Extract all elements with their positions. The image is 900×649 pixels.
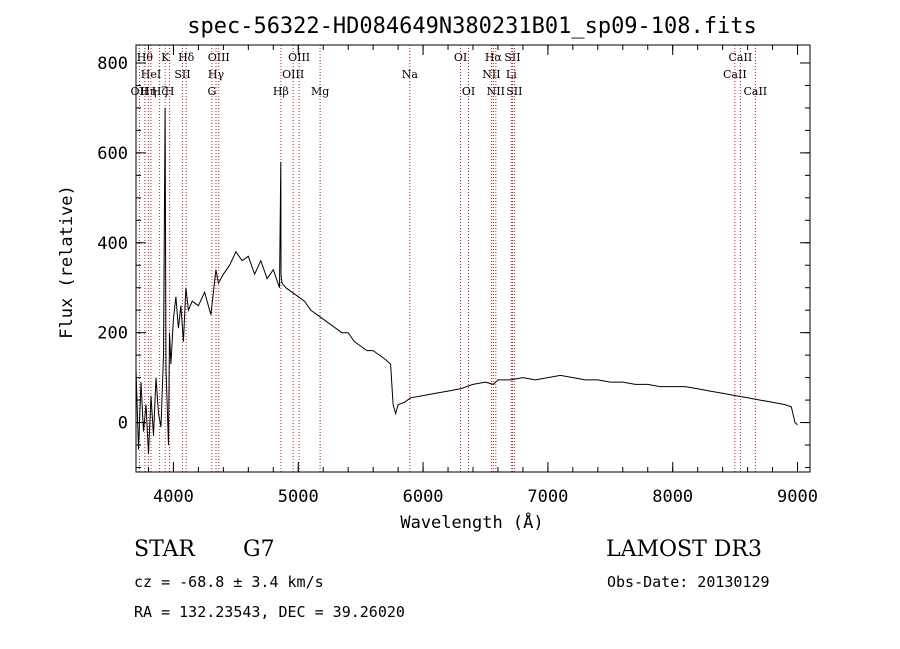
spectral-line-label: H <box>165 85 175 98</box>
spectral-line-label: NII <box>482 68 500 81</box>
spectral-line-label: NII <box>487 85 505 98</box>
y-tick-label: 200 <box>97 324 128 344</box>
y-tick-label: 800 <box>97 54 128 74</box>
y-tick-label: 400 <box>97 234 128 254</box>
spectral-line-label: Hθ <box>137 51 154 64</box>
spectral-line-label: G <box>207 85 216 98</box>
spectral-line-label: SII <box>174 68 190 81</box>
x-tick-label: 5000 <box>278 487 319 507</box>
spectral-line-label: Hβ <box>273 85 289 98</box>
spectral-lines: OII Hθ Hη HeI Hζ K H SII Hδ G Hγ OIII Hβ OIII OIII Mg Na… <box>131 45 767 472</box>
spectral-line-label: CaII <box>743 85 767 98</box>
chart-title: spec-56322-HD084649N380231B01_sp09-108.f… <box>187 14 757 39</box>
spectral-line-label: Hη <box>140 85 156 98</box>
spectral-line-label: SII <box>506 85 522 98</box>
x-tick-label: 6000 <box>403 487 444 507</box>
spectral-line-label: HeI <box>141 68 161 81</box>
spectral-line-label: K <box>161 51 170 64</box>
spectral-line-label: Hα <box>485 51 503 64</box>
spectral-line-label: Mg <box>311 85 329 98</box>
x-axis-label: Wavelength (Å) <box>400 511 543 533</box>
spectral-line-label: CaII <box>729 51 753 64</box>
spectral-line-label: Hγ <box>208 68 225 81</box>
survey-label: LAMOST DR3 <box>606 537 762 562</box>
spectral-line-label: Hδ <box>178 51 195 64</box>
spectral-line-label: SII <box>504 51 520 64</box>
y-axis-label: Flux (relative) <box>57 185 77 339</box>
spectral-line-label: OI <box>454 51 467 64</box>
spectrum-line <box>135 107 798 455</box>
spectral-line-label: Li <box>506 68 517 81</box>
x-tick-label: 4000 <box>153 487 194 507</box>
x-tick-label: 9000 <box>777 487 818 507</box>
obs-date-text: Obs-Date: 20130129 <box>607 573 770 591</box>
plot-frame <box>135 44 811 473</box>
y-tick-label: 0 <box>118 414 128 434</box>
spectral-line-label: OIII <box>282 68 304 81</box>
spectral-line-label: Na <box>402 68 419 81</box>
redshift-text: cz = -68.8 ± 3.4 km/s <box>134 573 324 591</box>
radec-text: RA = 132.23543, DEC = 39.26020 <box>134 603 405 621</box>
class-label: STAR <box>134 537 195 562</box>
spectral-line-label: OIII <box>208 51 230 64</box>
x-tick-label: 7000 <box>527 487 568 507</box>
axis-ticks: 4000 5000 6000 7000 8000 9000 0 200 400 600 800 <box>97 45 818 507</box>
spectral-line-label: OII <box>131 85 149 98</box>
spectral-line-label: CaII <box>723 68 747 81</box>
spectral-line-label: OI <box>462 85 475 98</box>
spectral-line-label: OIII <box>288 51 310 64</box>
x-tick-label: 8000 <box>652 487 693 507</box>
spectral-line-label: Hζ <box>152 85 168 98</box>
subclass-label: G7 <box>243 537 275 562</box>
y-tick-label: 600 <box>97 144 128 164</box>
